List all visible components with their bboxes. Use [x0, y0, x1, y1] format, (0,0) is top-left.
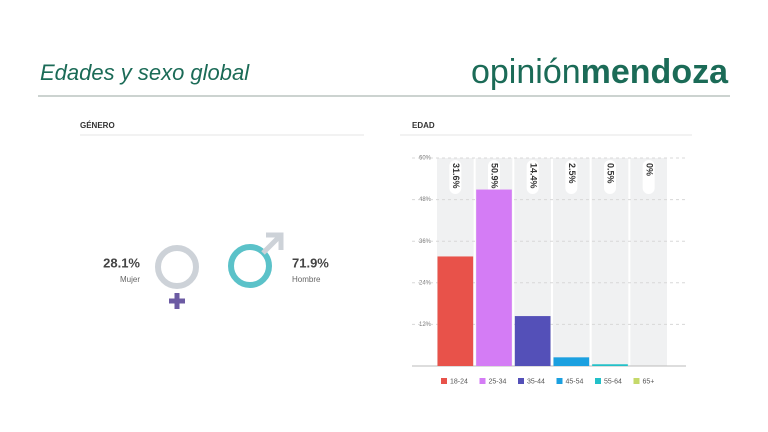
- value-label: 31.6%: [451, 163, 461, 189]
- value-label-pill: [642, 160, 655, 194]
- female-percent: 28.1%: [103, 255, 140, 270]
- bar: [476, 189, 512, 366]
- brand-light: opinión: [471, 53, 581, 91]
- male-icon: [228, 244, 272, 288]
- legend-label: 55-64: [604, 378, 622, 385]
- legend-label: 18-24: [450, 378, 468, 385]
- legend-swatch: [479, 378, 486, 384]
- value-label-pill: [449, 160, 462, 194]
- y-tick-label: 24%: [419, 280, 432, 286]
- value-label: 50.9%: [490, 163, 500, 189]
- legend-label: 35-44: [527, 378, 545, 385]
- chart-title: EDAD: [412, 121, 435, 130]
- y-tick-label: 48%: [419, 197, 432, 203]
- male-label: Hombre: [292, 275, 321, 284]
- value-label: 0.5%: [606, 163, 616, 184]
- value-label: 2.5%: [567, 163, 577, 184]
- legend-swatch: [556, 378, 563, 384]
- y-tick-label: 12%: [419, 322, 432, 328]
- legend-swatch: [518, 378, 524, 384]
- bar: [592, 364, 628, 366]
- legend-swatch: [595, 378, 601, 384]
- gender-heading: GÉNERO: [80, 121, 115, 130]
- female-cross: [169, 293, 185, 309]
- brand: opiniónmendoza: [471, 53, 729, 91]
- male-arrow: [261, 232, 284, 255]
- value-label-pill: [488, 160, 500, 194]
- legend-label: 25-34: [489, 378, 507, 385]
- legend-label: 45-54: [566, 378, 584, 385]
- legend-swatch: [441, 378, 447, 384]
- female-label: Mujer: [120, 275, 140, 284]
- slide-title: Edades y sexo global: [40, 60, 250, 85]
- bar: [514, 316, 551, 366]
- male-percent: 71.9%: [292, 255, 329, 270]
- bar: [437, 256, 474, 366]
- legend-swatch: [633, 378, 640, 384]
- brand-bold: mendoza: [581, 53, 729, 91]
- value-label-pill: [526, 160, 539, 194]
- bar: [553, 357, 590, 366]
- value-label: 14.4%: [528, 163, 538, 189]
- value-label-pill: [604, 160, 616, 194]
- y-tick-label: 36%: [419, 239, 432, 245]
- legend-label: 65+: [643, 378, 655, 385]
- value-label: 0%: [644, 163, 654, 176]
- female-icon: [155, 245, 199, 289]
- value-label-pill: [565, 160, 578, 194]
- y-tick-label: 60%: [419, 156, 432, 162]
- age-chart: 12% 24% 36% 48% 60% 31.6% 18-24 50.9% 25-34 14.4%…: [412, 156, 686, 385]
